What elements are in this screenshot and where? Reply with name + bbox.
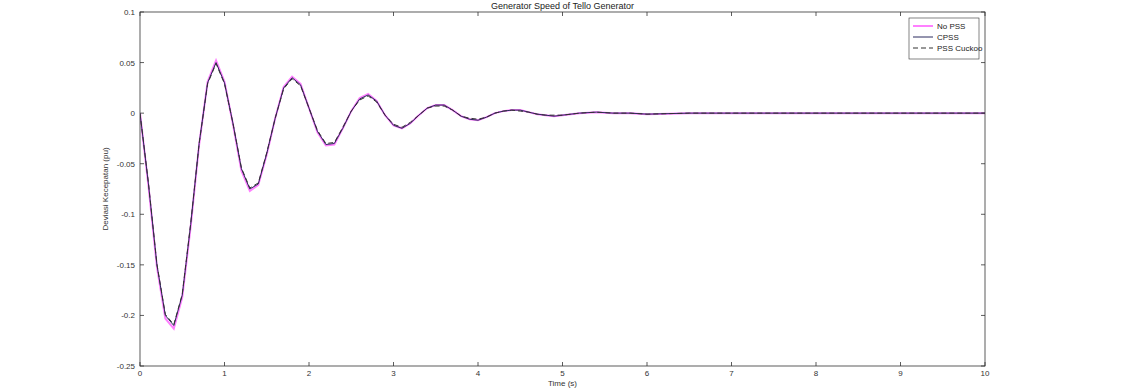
x-tick-label: 6 [645,369,650,378]
legend-swatch [913,25,933,27]
x-tick [562,12,563,16]
y-tick-label: -0.25 [117,362,136,371]
x-tick-label: 10 [981,369,990,378]
x-tick [224,362,225,366]
y-tick-label: 0.05 [119,59,135,68]
y-axis-label: Deviasi Kecepatan (pu) [101,147,110,230]
x-tick-label: 7 [729,369,734,378]
x-tick [731,362,732,366]
title: Generator Speed of Tello Generator [491,1,634,11]
x-tick [816,12,817,16]
y-tick-label: -0.2 [121,311,135,320]
series-group [140,61,985,329]
x-tick [393,12,394,16]
legend-label: PSS Cuckoo [937,44,983,53]
series-line [140,64,985,325]
y-tick-label: -0.05 [117,160,136,169]
y-tick [981,264,985,265]
y-tick [140,163,144,164]
x-tick-label: 8 [814,369,819,378]
x-tick [647,362,648,366]
x-tick-label: 3 [391,369,396,378]
plot-area [140,12,985,366]
x-tick-label: 2 [307,369,312,378]
y-tick-label: -0.1 [121,210,135,219]
y-tick [981,214,985,215]
y-tick [981,62,985,63]
x-tick [393,362,394,366]
x-tick-label: 4 [476,369,481,378]
x-tick [562,362,563,366]
chart: Generator Speed of Tello Generator 0 1 2 3 4 5… [0,0,1148,388]
x-tick-label: 5 [560,369,565,378]
y-tick-label: 0 [131,109,136,118]
x-tick [647,12,648,16]
axes-frame [140,12,985,366]
y-tick [140,62,144,63]
x-axis-label: Time (s) [548,379,577,388]
x-tick-label: 1 [222,369,227,378]
legend-swatch [913,37,933,38]
x-tick [478,12,479,16]
x-tick [900,362,901,366]
x-tick [900,12,901,16]
x-tick-label: 0 [138,369,143,378]
x-tick [731,12,732,16]
x-tick [816,362,817,366]
x-tick-label: 9 [898,369,903,378]
x-tick [309,362,310,366]
y-tick [140,264,144,265]
legend: No PSS CPSS PSS Cuckoo [909,18,983,59]
series-line [140,63,985,326]
legend-swatch [913,48,933,49]
y-tick-label: -0.15 [117,261,136,270]
x-tick [224,12,225,16]
y-tick-label: 0.1 [124,8,136,17]
y-tick [140,315,144,316]
y-tick [140,214,144,215]
x-tick [478,362,479,366]
legend-label: No PSS [937,22,965,31]
legend-label: CPSS [937,33,959,42]
series-line [140,61,985,329]
y-tick [981,315,985,316]
x-tick [309,12,310,16]
y-tick [981,163,985,164]
